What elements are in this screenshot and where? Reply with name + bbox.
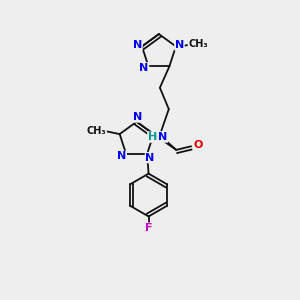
Text: N: N	[146, 153, 155, 163]
Text: N: N	[175, 40, 184, 50]
Text: N: N	[117, 152, 126, 161]
Text: CH₃: CH₃	[87, 125, 106, 136]
Text: F: F	[145, 223, 152, 233]
Text: N: N	[133, 112, 142, 122]
Text: H: H	[148, 132, 157, 142]
Text: N: N	[140, 63, 148, 73]
Text: CH₃: CH₃	[188, 39, 208, 49]
Text: N: N	[158, 132, 167, 142]
Text: N: N	[133, 40, 142, 50]
Text: O: O	[193, 140, 203, 150]
